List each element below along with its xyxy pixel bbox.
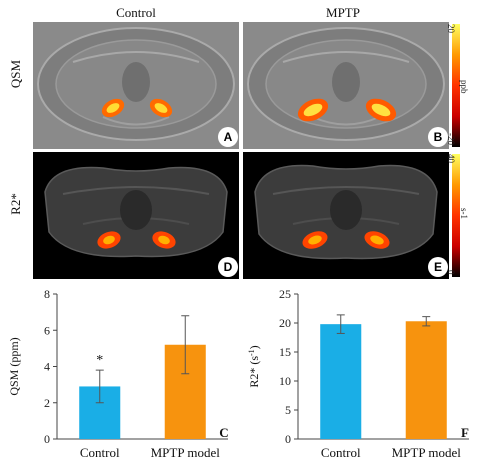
panel-badge-d: D <box>218 257 238 277</box>
chart-c-ylabel: QSM (ppm) <box>7 337 21 395</box>
r2-colorbar <box>452 154 460 277</box>
r2-bar-chart: 0 5 10 15 20 25 Control MPTP model R2* (s-1) F <box>247 287 470 460</box>
chart-f-category-label: MPTP model <box>392 445 462 460</box>
chart-c-category-label: Control <box>80 445 120 460</box>
r2-control-panel: D <box>33 152 239 279</box>
qsm-bar-chart: 0 2 4 6 8 Control * MPTP model QSM (ppm) C <box>7 287 229 460</box>
r2-mptp-image <box>243 152 449 279</box>
chart-c-category-label: MPTP model <box>151 445 221 460</box>
chart-c-ytick-label: 2 <box>44 396 50 410</box>
qsm-control-panel: A <box>33 22 239 149</box>
chart-f-panel-letter: F <box>461 425 469 440</box>
qsm-colorbar <box>452 24 460 147</box>
chart-f-ytick-label: 10 <box>279 374 291 388</box>
chart-f-bar-control <box>320 324 362 439</box>
chart-f-ytick-label: 25 <box>279 287 291 301</box>
chart-c-ytick-label: 8 <box>44 287 50 301</box>
col-label-control: Control <box>116 5 156 20</box>
row-label-r2: R2* <box>8 193 23 215</box>
panel-badge-e: E <box>428 257 448 277</box>
r2-control-image <box>33 152 239 279</box>
chart-f-ytick-label: 20 <box>279 316 291 330</box>
qsm-colorbar-min: -20 <box>446 133 456 145</box>
col-label-mptp: MPTP <box>326 5 360 20</box>
chart-c-ytick-label: 6 <box>44 323 50 337</box>
chart-c-significance-marker: * <box>96 353 103 368</box>
qsm-colorbar-unit: ppb <box>459 80 469 94</box>
chart-f-ytick-label: 5 <box>285 403 291 417</box>
chart-f-bar-mptp <box>405 321 447 439</box>
r2-colorbar-unit: s-1 <box>459 208 469 219</box>
chart-f-ylabel: R2* (s-1) <box>247 345 262 387</box>
panel-badge-b: B <box>428 127 448 147</box>
chart-f-category-label: Control <box>321 445 361 460</box>
r2-colorbar-min: 0 <box>446 270 456 275</box>
chart-c-ytick-label: 4 <box>44 360 50 374</box>
qsm-control-image <box>33 22 239 149</box>
chart-f-ytick-label: 15 <box>279 345 291 359</box>
chart-f-ytick-label: 0 <box>285 432 291 446</box>
r2-mptp-panel: E <box>243 152 449 279</box>
row-label-qsm: QSM <box>8 59 23 89</box>
r2-colorbar-max: 40 <box>446 154 456 163</box>
qsm-mptp-image <box>243 22 449 149</box>
chart-c-ytick-label: 0 <box>44 432 50 446</box>
panel-badge-a: A <box>218 127 238 147</box>
qsm-colorbar-max: 20 <box>446 24 456 33</box>
qsm-mptp-panel: B <box>243 22 449 149</box>
chart-c-panel-letter: C <box>219 425 228 440</box>
